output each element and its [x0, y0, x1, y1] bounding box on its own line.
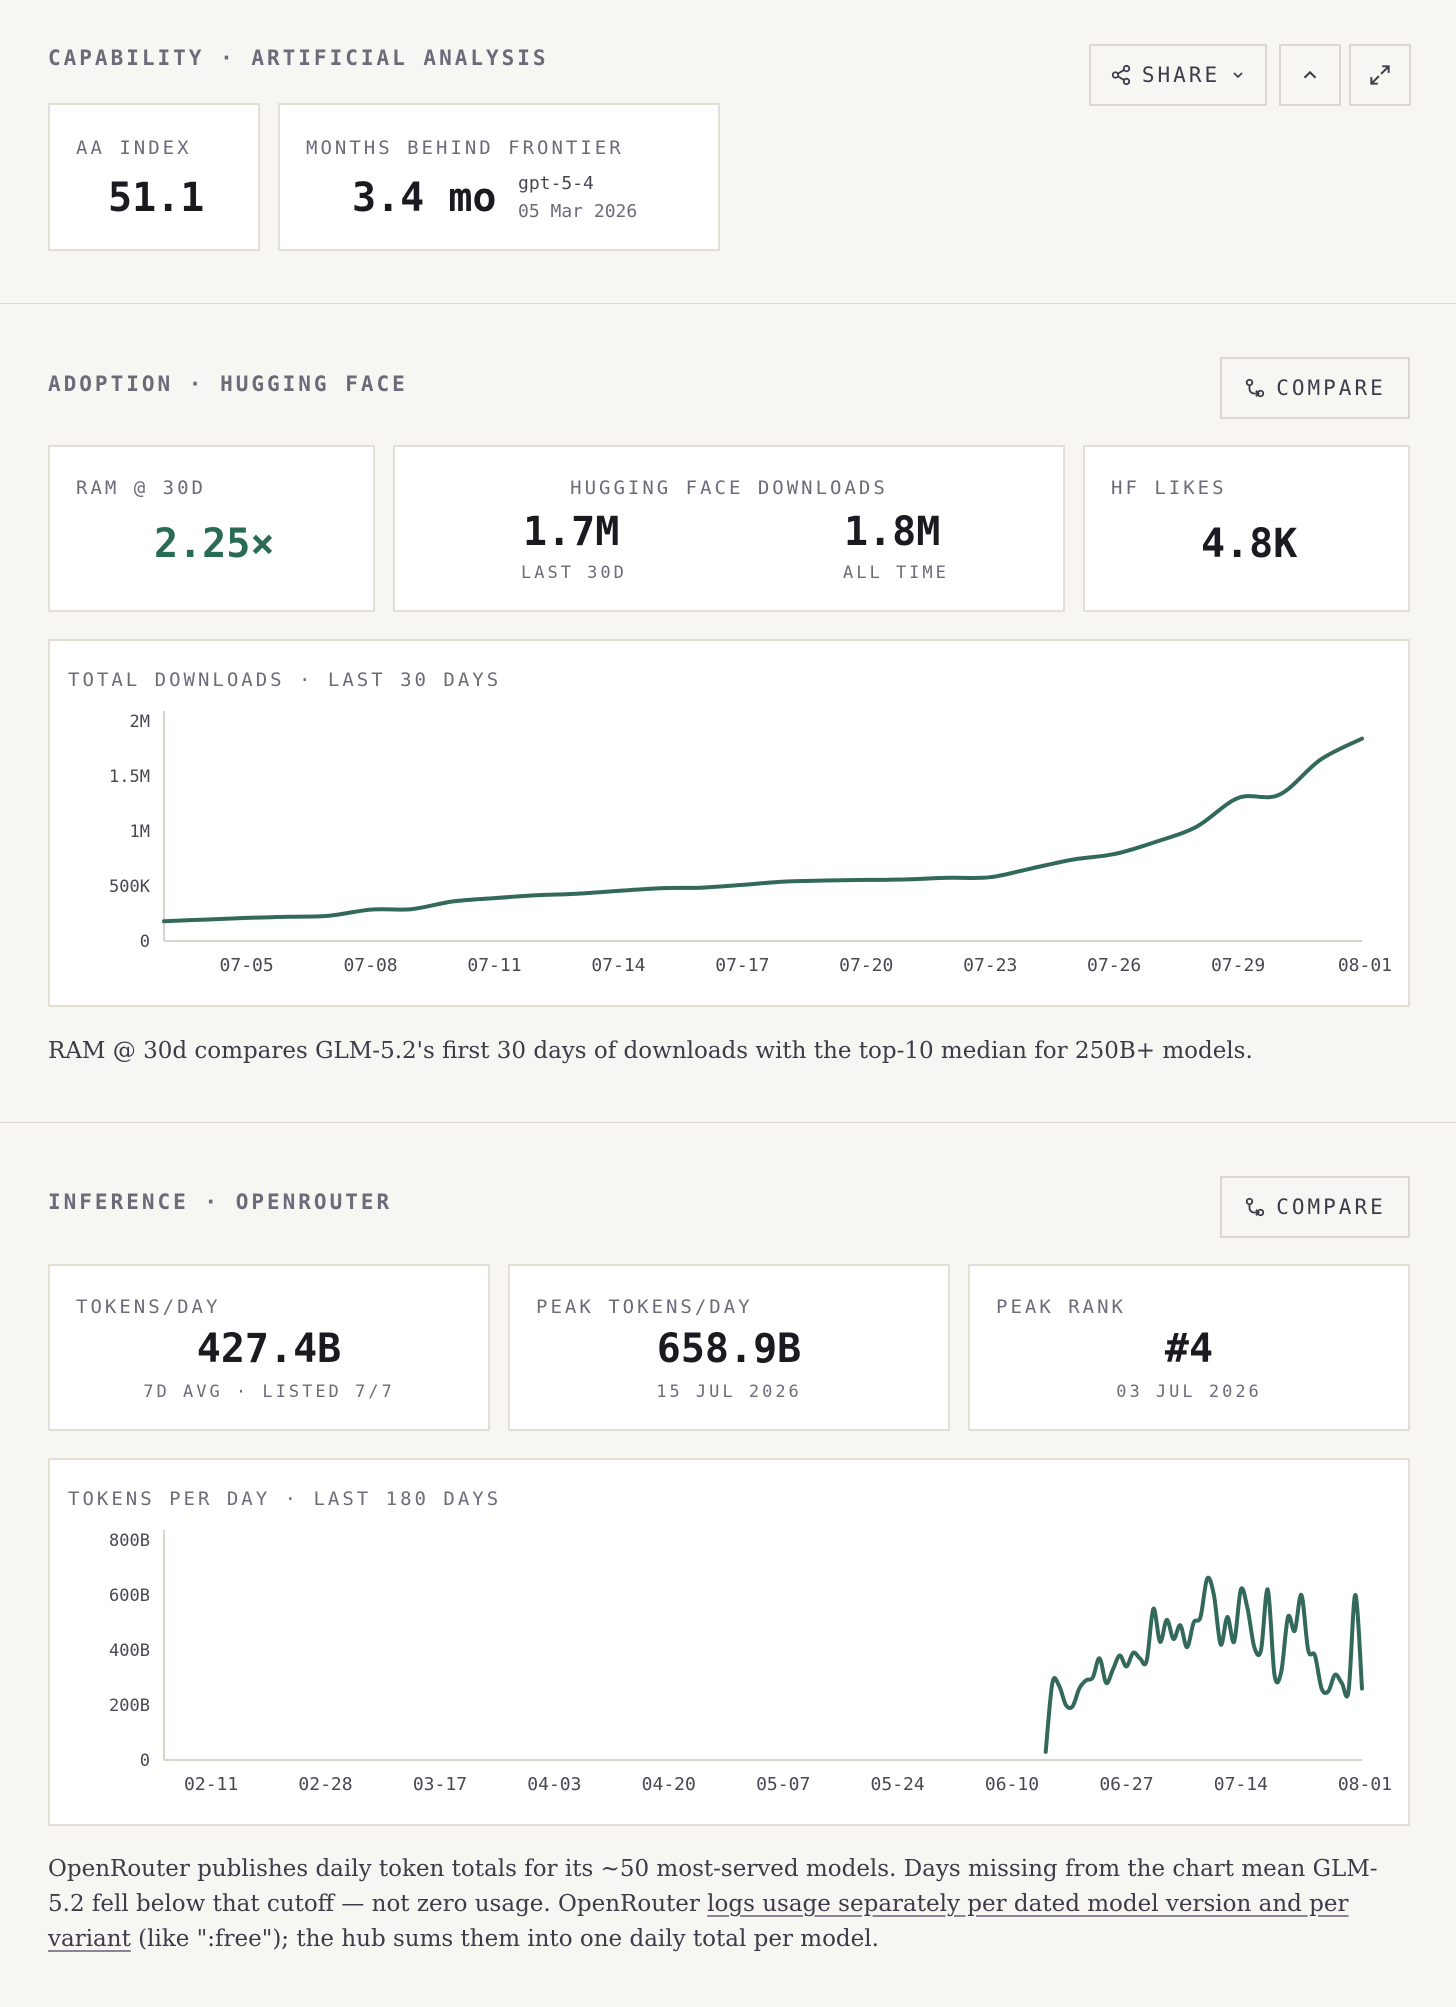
tokens-chart: TOKENS PER DAY · LAST 180 DAYS 0 200B 400B… [48, 1458, 1410, 1826]
downloads-y-tick-label: 2M [130, 712, 150, 732]
downloads-x-tick-label: 07-14 [591, 955, 645, 976]
downloads-y-tick-label: 1M [130, 822, 150, 842]
peak-rank-value: #4 [1164, 1326, 1214, 1372]
hf-likes-value: 4.8K [1201, 521, 1298, 567]
frontier-model: gpt-5-4 [518, 173, 594, 194]
adoption-note: RAM @ 30d compares GLM-5.2's first 30 da… [48, 1038, 1253, 1064]
expand-icon [1370, 65, 1390, 85]
downloads-y-tick-label: 500K [109, 877, 151, 897]
downloads-last30-value: 1.7M [523, 509, 620, 555]
adoption-eyebrow: ADOPTION · HUGGING FACE [48, 372, 408, 396]
hf-likes-card: HF LIKES 4.8K [1083, 445, 1410, 612]
peak-tokens-card: PEAK TOKENS/DAY 658.9B 15 JUL 2026 [508, 1264, 950, 1431]
compare-label: COMPARE [1276, 1195, 1386, 1219]
hf-downloads-card: HUGGING FACE DOWNLOADS 1.7M LAST 30D 1.8… [393, 445, 1065, 612]
tokens-day-card: TOKENS/DAY 427.4B 7D AVG · LISTED 7/7 [48, 1264, 490, 1431]
downloads-alltime-value: 1.8M [844, 509, 941, 555]
months-behind-card: MONTHS BEHIND FRONTIER 3.4 mo gpt-5-4 05… [278, 103, 720, 251]
aa-index-label: AA INDEX [76, 137, 192, 159]
chevron-down-icon [1233, 72, 1243, 79]
tokens-chart-title: TOKENS PER DAY · LAST 180 DAYS [68, 1488, 502, 1510]
inference-note: OpenRouter publishes daily token totals … [48, 1852, 1408, 1957]
downloads-chart-title: TOTAL DOWNLOADS · LAST 30 DAYS [68, 669, 502, 691]
compare-icon [1246, 378, 1265, 398]
inference-note-text-end: (like ":free"); the hub sums them into o… [130, 1926, 879, 1952]
section-divider [0, 303, 1456, 304]
aa-index-value: 51.1 [108, 175, 205, 221]
downloads-y-tick-label: 0 [140, 932, 150, 952]
aa-index-card: AA INDEX 51.1 [48, 103, 260, 251]
months-behind-label: MONTHS BEHIND FRONTIER [306, 137, 624, 159]
tokens-x-tick-label: 04-20 [642, 1774, 696, 1795]
downloads-chart-svg: 0 500K 1M 1.5M 2M 07-05 07-08 07-11 07-14 07-17 07… [109, 711, 1392, 976]
hf-likes-label: HF LIKES [1111, 477, 1227, 499]
peak-rank-card: PEAK RANK #4 03 JUL 2026 [968, 1264, 1410, 1431]
tokens-x-tick-label: 02-28 [298, 1774, 352, 1795]
downloads-y-tick-label: 1.5M [109, 767, 150, 787]
section-divider [0, 1122, 1456, 1123]
downloads-x-tick-label: 08-01 [1338, 955, 1392, 976]
compare-icon [1246, 1197, 1265, 1217]
tokens-y-tick-label: 200B [109, 1696, 150, 1716]
downloads-x-tick-label: 07-26 [1087, 955, 1141, 976]
usage-logging-link[interactable]: logs usage separately per dated model ve… [48, 1891, 1349, 1952]
tokens-x-tick-label: 03-17 [413, 1774, 467, 1795]
tokens-x-tick-label: 07-14 [1214, 1774, 1268, 1795]
tokens-y-tick-label: 600B [109, 1586, 150, 1606]
tokens-y-tick-label: 400B [109, 1641, 150, 1661]
tokens-series-line [1043, 1575, 1364, 1754]
hf-downloads-label: HUGGING FACE DOWNLOADS [570, 477, 888, 499]
tokens-x-tick-label: 02-11 [184, 1774, 238, 1795]
downloads-chart: TOTAL DOWNLOADS · LAST 30 DAYS 0 500K 1M 1.… [48, 639, 1410, 1007]
tokens-x-tick-label: 05-07 [756, 1774, 810, 1795]
peak-tokens-value: 658.9B [656, 1326, 802, 1372]
downloads-x-tick-label: 07-29 [1211, 955, 1265, 976]
peak-rank-sub: 03 JUL 2026 [1116, 1382, 1262, 1402]
months-behind-value: 3.4 mo [352, 175, 497, 221]
downloads-x-tick-label: 07-17 [715, 955, 769, 976]
peak-rank-label: PEAK RANK [996, 1296, 1126, 1318]
share-icon [1111, 64, 1131, 86]
tokens-day-sub: 7D AVG · LISTED 7/7 [143, 1382, 395, 1402]
chevron-up-icon [1303, 70, 1317, 79]
downloads-x-tick-label: 07-20 [839, 955, 893, 976]
collapse-button[interactable] [1279, 44, 1341, 106]
tokens-day-label: TOKENS/DAY [76, 1296, 221, 1318]
tokens-x-tick-label: 05-24 [871, 1774, 925, 1795]
downloads-series-line [162, 736, 1364, 924]
tokens-x-tick-label: 06-27 [1099, 1774, 1153, 1795]
ram-card: RAM @ 30D 2.25× [48, 445, 375, 612]
tokens-x-tick-label: 04-03 [527, 1774, 581, 1795]
downloads-x-tick-label: 07-05 [220, 955, 274, 976]
tokens-x-tick-label: 08-01 [1338, 1774, 1392, 1795]
downloads-last30-label: LAST 30D [521, 563, 627, 583]
ram-label: RAM @ 30D [76, 477, 206, 499]
downloads-x-tick-label: 07-11 [467, 955, 521, 976]
ram-value: 2.25× [154, 521, 275, 567]
share-button[interactable]: SHARE [1089, 44, 1267, 106]
adoption-compare-button[interactable]: COMPARE [1220, 357, 1410, 419]
tokens-x-tick-label: 06-10 [985, 1774, 1039, 1795]
tokens-chart-svg: 0 200B 400B 600B 800B 02-11 02-28 03-17 04-03 04-… [109, 1530, 1392, 1795]
tokens-y-tick-label: 0 [140, 1751, 150, 1771]
peak-tokens-sub: 15 JUL 2026 [656, 1382, 802, 1402]
capability-eyebrow: CAPABILITY · ARTIFICIAL ANALYSIS [48, 46, 549, 70]
downloads-x-tick-label: 07-23 [963, 955, 1017, 976]
share-label: SHARE [1141, 63, 1221, 87]
compare-label: COMPARE [1276, 376, 1386, 400]
inference-note-text: OpenRouter publishes daily token totals … [48, 1856, 1378, 1917]
tokens-y-tick-label: 800B [109, 1531, 150, 1551]
inference-compare-button[interactable]: COMPARE [1220, 1176, 1410, 1238]
expand-button[interactable] [1349, 44, 1411, 106]
inference-eyebrow: INFERENCE · OPENROUTER [48, 1190, 393, 1214]
frontier-date: 05 Mar 2026 [518, 201, 638, 222]
tokens-day-value: 427.4B [196, 1326, 342, 1372]
peak-tokens-label: PEAK TOKENS/DAY [536, 1296, 753, 1318]
downloads-x-tick-label: 07-08 [343, 955, 397, 976]
downloads-alltime-label: ALL TIME [843, 563, 949, 583]
